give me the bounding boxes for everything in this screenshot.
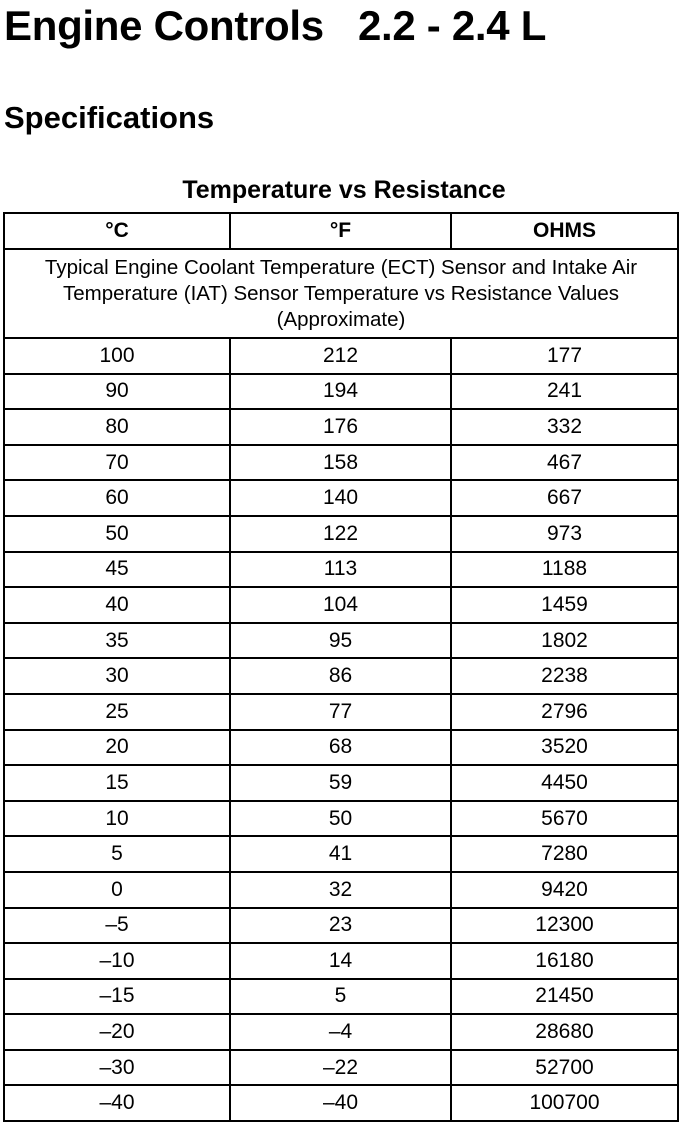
cell-ohms: 667 [450,479,679,517]
table-row: 25 77 2796 [3,692,679,731]
cell-celsius: 0 [3,870,231,909]
table-row: –30 –22 52700 [3,1048,679,1087]
column-header-celsius: °C [3,212,231,250]
table-row: –15 5 21450 [3,977,679,1016]
table-row: 100 212 177 [3,337,679,375]
cell-fahrenheit: 50 [229,799,452,838]
page-title: Engine Controls 2.2 - 2.4 L [4,2,547,49]
cell-ohms: 28680 [450,1013,679,1051]
table-row: 80 176 332 [3,408,679,446]
cell-celsius: 40 [3,586,231,624]
cell-celsius: 30 [3,657,231,695]
table-row: 30 86 2238 [3,657,679,695]
cell-celsius: 35 [3,621,231,660]
cell-ohms: 2238 [450,657,679,695]
table-row: –5 23 12300 [3,906,679,945]
table-row: 20 68 3520 [3,728,679,767]
cell-celsius: 90 [3,372,231,411]
cell-fahrenheit: 77 [229,692,452,731]
section-heading: Specifications [4,100,215,135]
cell-fahrenheit: 104 [229,586,452,624]
table-row: 40 104 1459 [3,586,679,624]
cell-celsius: –10 [3,942,231,980]
cell-celsius: 45 [3,550,231,589]
cell-ohms: 1459 [450,586,679,624]
cell-ohms: 21450 [450,977,679,1016]
table-row: 10 50 5670 [3,799,679,838]
table-row: 0 32 9420 [3,870,679,909]
cell-celsius: 60 [3,479,231,517]
cell-ohms: 16180 [450,942,679,980]
cell-ohms: 467 [450,443,679,482]
cell-celsius: 25 [3,692,231,731]
cell-ohms: 2796 [450,692,679,731]
cell-celsius: 100 [3,337,231,375]
cell-fahrenheit: 32 [229,870,452,909]
cell-fahrenheit: 158 [229,443,452,482]
table-description: Typical Engine Coolant Temperature (ECT)… [3,248,679,339]
table-row: –40 –40 100700 [3,1084,679,1123]
cell-ohms: 12300 [450,906,679,945]
cell-celsius: 15 [3,764,231,802]
cell-celsius: 80 [3,408,231,446]
cell-celsius: –40 [3,1084,231,1123]
table-row: 35 95 1802 [3,621,679,660]
table-row: 45 113 1188 [3,550,679,589]
cell-fahrenheit: 212 [229,337,452,375]
table-row: –10 14 16180 [3,942,679,980]
cell-fahrenheit: 68 [229,728,452,767]
cell-ohms: 4450 [450,764,679,802]
table-header-row: °C °F OHMS [3,212,679,250]
table-row: 90 194 241 [3,372,679,411]
cell-ohms: 100700 [450,1084,679,1123]
cell-celsius: –20 [3,1013,231,1051]
cell-celsius: –5 [3,906,231,945]
cell-ohms: 5670 [450,799,679,838]
cell-ohms: 52700 [450,1048,679,1087]
cell-celsius: –30 [3,1048,231,1087]
cell-fahrenheit: 41 [229,835,452,873]
cell-ohms: 1802 [450,621,679,660]
cell-fahrenheit: 59 [229,764,452,802]
cell-fahrenheit: 113 [229,550,452,589]
cell-ohms: 7280 [450,835,679,873]
description-row: Typical Engine Coolant Temperature (ECT)… [3,248,679,339]
cell-fahrenheit: 194 [229,372,452,411]
table-row: –20 –4 28680 [3,1013,679,1051]
cell-celsius: 50 [3,514,231,553]
cell-fahrenheit: 176 [229,408,452,446]
cell-ohms: 1188 [450,550,679,589]
cell-fahrenheit: 122 [229,514,452,553]
cell-fahrenheit: 86 [229,657,452,695]
cell-fahrenheit: 23 [229,906,452,945]
cell-ohms: 332 [450,408,679,446]
column-header-ohms: OHMS [450,212,679,250]
table-row: 50 122 973 [3,514,679,553]
cell-celsius: 5 [3,835,231,873]
table-row: 70 158 467 [3,443,679,482]
cell-celsius: 20 [3,728,231,767]
cell-ohms: 241 [450,372,679,411]
cell-fahrenheit: –40 [229,1084,452,1123]
temperature-resistance-table: °C °F OHMS Typical Engine Coolant Temper… [3,212,679,1123]
table-title: Temperature vs Resistance [182,176,506,204]
cell-ohms: 3520 [450,728,679,767]
table-row: 15 59 4450 [3,764,679,802]
cell-fahrenheit: 140 [229,479,452,517]
cell-fahrenheit: –4 [229,1013,452,1051]
table-row: 60 140 667 [3,479,679,517]
cell-fahrenheit: 14 [229,942,452,980]
cell-ohms: 177 [450,337,679,375]
cell-ohms: 973 [450,514,679,553]
cell-celsius: 70 [3,443,231,482]
cell-fahrenheit: 95 [229,621,452,660]
table-row: 5 41 7280 [3,835,679,873]
cell-fahrenheit: –22 [229,1048,452,1087]
column-header-fahrenheit: °F [229,212,452,250]
cell-ohms: 9420 [450,870,679,909]
cell-celsius: –15 [3,977,231,1016]
cell-celsius: 10 [3,799,231,838]
cell-fahrenheit: 5 [229,977,452,1016]
